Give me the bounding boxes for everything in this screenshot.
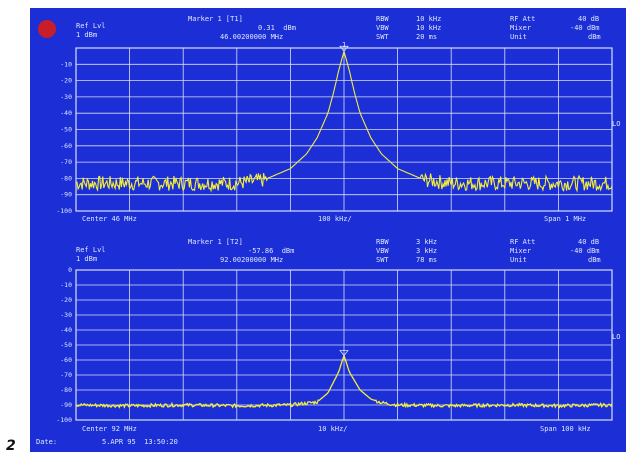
bottom-rfatt-label: RF Att (510, 238, 536, 246)
analyzer-screen: -10 -20 -30 -40 -50 -60 -70 -80 -90 -100 0 -10 -20 -3… (30, 8, 626, 452)
bottom-y-tick-label: -80 (60, 386, 72, 394)
bottom-span: Span 100 kHz (540, 425, 591, 433)
bottom-swt-label: SWT (376, 256, 389, 264)
bottom-center-freq: Center 92 MHz (82, 425, 137, 433)
top-ref-lvl-label: Ref Lvl (76, 22, 106, 30)
bottom-y-tick-label: -70 (60, 371, 72, 379)
top-y-tick-label: -90 (60, 191, 72, 199)
bottom-div-scale: 10 kHz/ (318, 425, 348, 433)
bottom-mixer-value: -40 dBm (570, 247, 600, 255)
top-y-tick-label: -20 (60, 77, 72, 85)
bottom-y-tick-label: -50 (60, 341, 72, 349)
bottom-marker-level: -57.86 dBm (248, 247, 295, 255)
top-y-tick-label: -30 (60, 93, 72, 101)
top-div-scale: 100 kHz/ (318, 215, 352, 223)
top-y-tick-label: -70 (60, 158, 72, 166)
top-mixer-label: Mixer (510, 24, 532, 32)
top-center-freq: Center 46 MHz (82, 215, 137, 223)
top-lo-indicator: LO (612, 120, 621, 128)
top-unit-label: Unit (510, 33, 527, 41)
bottom-y-tick-label: 0 (68, 266, 72, 274)
bottom-y-tick-label: -60 (60, 356, 72, 364)
top-marker-number: 1 (342, 41, 347, 49)
top-swt-label: SWT (376, 33, 389, 41)
bottom-ref-lvl-value: 1 dBm (76, 255, 98, 263)
bottom-lo-indicator: LO (612, 333, 621, 341)
top-rfatt-label: RF Att (510, 15, 536, 23)
top-rbw-value: 10 kHz (416, 15, 442, 23)
bottom-rbw-label: RBW (376, 238, 389, 246)
bottom-vbw-value: 3 kHz (416, 247, 438, 255)
top-unit-value: dBm (588, 33, 601, 41)
top-vbw-label: VBW (376, 24, 389, 32)
top-y-tick-label: -10 (60, 60, 72, 68)
bottom-y-tick-label: -30 (60, 311, 72, 319)
top-y-tick-label: -50 (60, 126, 72, 134)
bottom-marker-freq: 92.00200000 MHz (220, 256, 284, 264)
bottom-vbw-label: VBW (376, 247, 389, 255)
figure-label: 2 (6, 438, 16, 454)
bottom-swt-value: 78 ms (416, 256, 438, 264)
bottom-y-tick-label: -20 (60, 296, 72, 304)
top-ref-lvl-value: 1 dBm (76, 31, 98, 39)
top-rfatt-value: 40 dB (578, 15, 600, 23)
top-y-tick-label: -40 (60, 109, 72, 117)
top-vbw-value: 10 kHz (416, 24, 442, 32)
bottom-y-tick-label: -90 (60, 401, 72, 409)
top-marker-point (339, 45, 349, 52)
top-y-tick-label: -60 (60, 142, 72, 150)
top-rbw-label: RBW (376, 15, 389, 23)
top-span: Span 1 MHz (544, 215, 587, 223)
bottom-rfatt-value: 40 dB (578, 238, 600, 246)
spectrum-display: -10 -20 -30 -40 -50 -60 -70 -80 -90 -100 0 -10 -20 -3… (56, 45, 613, 424)
top-y-tick-label: -100 (56, 207, 72, 215)
date-value: 5.APR 95 13:50:20 (102, 438, 178, 446)
top-mixer-value: -40 dBm (570, 24, 600, 32)
bottom-marker-point (339, 350, 349, 357)
date-label: Date: (36, 438, 58, 446)
bottom-ref-lvl-label: Ref Lvl (76, 246, 106, 254)
top-y-tick-label: -80 (60, 174, 72, 182)
bottom-rbw-value: 3 kHz (416, 238, 438, 246)
top-marker-level: 0.31 dBm (258, 24, 296, 32)
top-marker-label: Marker 1 [T1] (188, 15, 243, 23)
top-swt-value: 20 ms (416, 33, 438, 41)
rohde-schwarz-logo-icon (38, 20, 56, 38)
bottom-y-tick-label: -100 (56, 416, 72, 424)
bottom-marker-label: Marker 1 [T2] (188, 238, 243, 246)
top-marker-freq: 46.00200000 MHz (220, 33, 284, 41)
bottom-unit-label: Unit (510, 256, 527, 264)
bottom-y-tick-label: -10 (60, 281, 72, 289)
bottom-mixer-label: Mixer (510, 247, 532, 255)
bottom-y-tick-label: -40 (60, 326, 72, 334)
bottom-unit-value: dBm (588, 256, 601, 264)
